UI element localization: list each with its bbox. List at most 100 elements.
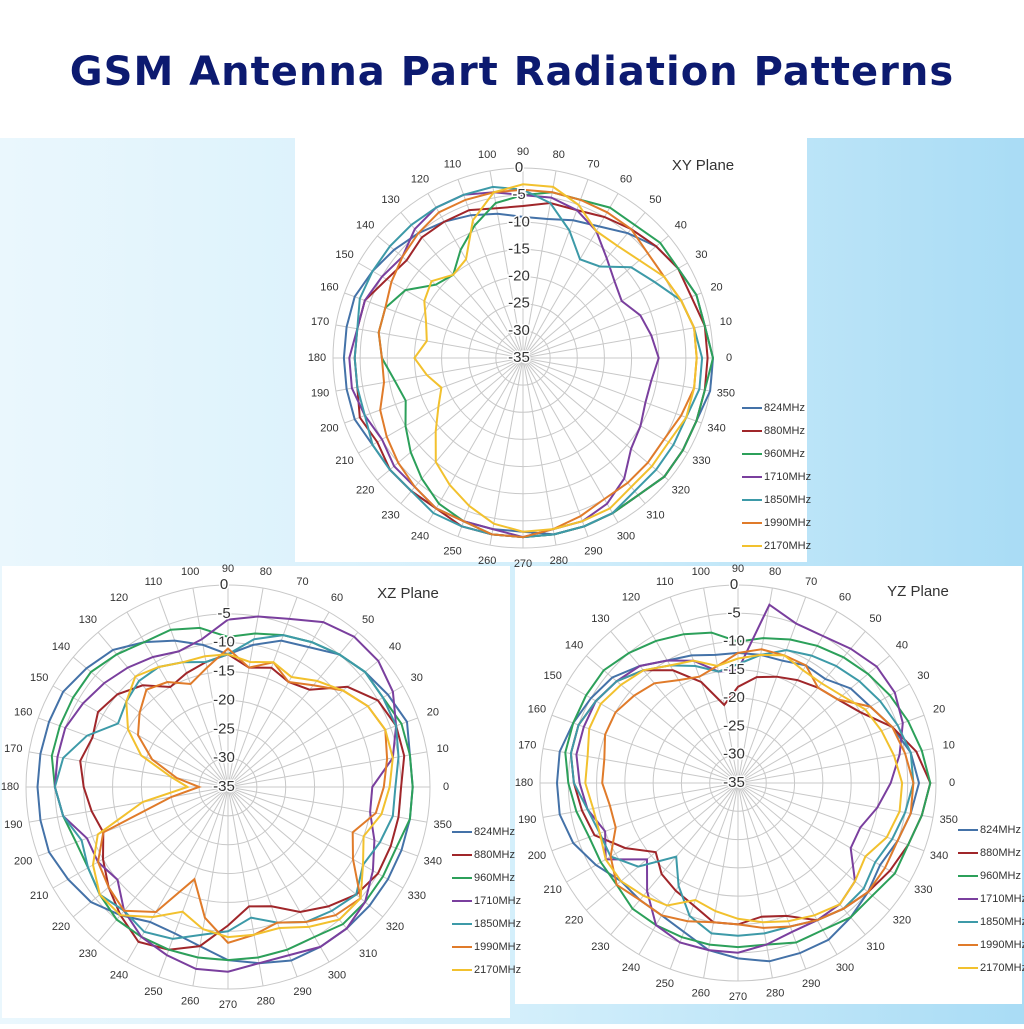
- legend-label: 2170MHz: [980, 962, 1024, 974]
- radial-label: -30: [723, 746, 745, 763]
- radial-label: 0: [515, 159, 523, 176]
- angle-label: 320: [672, 484, 690, 496]
- spoke: [52, 786, 229, 889]
- chart-title: YZ Plane: [887, 583, 949, 600]
- angle-label: 190: [4, 819, 22, 831]
- angle-label: 270: [219, 999, 237, 1011]
- spoke: [72, 656, 229, 788]
- legend-label: 880MHz: [764, 425, 805, 437]
- spoke: [38, 717, 229, 788]
- angle-label: 170: [518, 740, 536, 752]
- spoke: [192, 587, 229, 788]
- angle-label: 20: [710, 281, 722, 293]
- angle-label: 160: [528, 704, 546, 716]
- series-line: [91, 653, 394, 939]
- spoke: [586, 782, 739, 911]
- angle-label: 120: [411, 174, 429, 186]
- legend-label: 880MHz: [980, 847, 1021, 859]
- angle-label: 300: [836, 962, 854, 974]
- spoke: [522, 357, 557, 546]
- radial-label: -10: [723, 633, 745, 650]
- angle-label: 100: [478, 149, 496, 161]
- angle-label: 270: [729, 991, 747, 1003]
- radial-label: 0: [220, 576, 228, 593]
- radial-label: -10: [508, 213, 530, 230]
- angle-label: 190: [311, 388, 329, 400]
- angle-label: 190: [518, 814, 536, 826]
- angle-label: 240: [411, 530, 429, 542]
- angle-label: 130: [381, 194, 399, 206]
- legend-label: 1850MHz: [474, 918, 521, 930]
- angle-label: 270: [514, 558, 532, 570]
- angle-label: 60: [620, 174, 632, 186]
- radial-label: -25: [508, 295, 530, 312]
- angle-label: 200: [320, 422, 338, 434]
- spoke: [227, 786, 418, 857]
- legend-label: 1990MHz: [980, 939, 1024, 951]
- legend-label: 1990MHz: [474, 941, 521, 953]
- angle-label: 260: [478, 555, 496, 567]
- legend-label: 2170MHz: [474, 964, 521, 976]
- angle-label: 120: [110, 592, 128, 604]
- radial-label: -20: [508, 268, 530, 285]
- angle-label: 50: [869, 613, 881, 625]
- angle-label: 100: [181, 566, 199, 578]
- angle-label: 10: [720, 316, 732, 328]
- angle-label: 20: [933, 704, 945, 716]
- spoke: [610, 631, 739, 784]
- radial-label: -35: [508, 349, 530, 366]
- angle-label: 40: [389, 641, 401, 653]
- series-line: [353, 185, 704, 539]
- legend-label: 824MHz: [980, 824, 1021, 836]
- spoke: [737, 782, 807, 970]
- angle-label: 0: [949, 777, 955, 789]
- spoke: [522, 292, 702, 359]
- angle-label: 330: [408, 890, 426, 902]
- angle-label: 70: [587, 158, 599, 170]
- angle-label: 280: [550, 555, 568, 567]
- spoke: [522, 324, 711, 359]
- angle-label: 180: [308, 352, 326, 364]
- legend-label: 1850MHz: [764, 494, 811, 506]
- angle-label: 340: [424, 855, 442, 867]
- angle-label: 350: [940, 814, 958, 826]
- series-line: [564, 631, 932, 949]
- angle-label: 140: [52, 641, 70, 653]
- angle-label: 80: [553, 149, 565, 161]
- angle-label: 80: [260, 566, 272, 578]
- legend-label: 880MHz: [474, 849, 515, 861]
- angle-label: 30: [411, 672, 423, 684]
- header-bg: [0, 0, 1024, 138]
- angle-label: 40: [675, 219, 687, 231]
- angle-label: 350: [434, 819, 452, 831]
- spoke: [227, 597, 298, 788]
- angle-label: 180: [1, 781, 19, 793]
- spoke: [522, 212, 646, 359]
- radial-label: 0: [730, 576, 738, 593]
- angle-label: 220: [565, 914, 583, 926]
- angle-label: 280: [257, 996, 275, 1008]
- spoke: [344, 292, 524, 359]
- radial-label: -5: [727, 604, 740, 621]
- angle-label: 0: [443, 781, 449, 793]
- angle-label: 80: [769, 566, 781, 578]
- angle-label: 210: [30, 890, 48, 902]
- legend-label: 824MHz: [764, 402, 805, 414]
- radial-label: -25: [213, 720, 235, 737]
- angle-label: 290: [293, 986, 311, 998]
- angle-label: 350: [717, 388, 735, 400]
- angle-label: 330: [914, 884, 932, 896]
- spoke: [344, 357, 524, 424]
- spoke: [335, 357, 524, 392]
- radial-label: -5: [512, 186, 525, 203]
- angle-label: 220: [356, 484, 374, 496]
- angle-label: 230: [381, 510, 399, 522]
- radial-label: -35: [213, 778, 235, 795]
- angle-label: 150: [30, 672, 48, 684]
- chart-title: XZ Plane: [377, 585, 439, 602]
- angle-label: 20: [427, 706, 439, 718]
- radial-label: -25: [723, 717, 745, 734]
- spoke: [38, 786, 229, 857]
- angle-label: 90: [732, 563, 744, 575]
